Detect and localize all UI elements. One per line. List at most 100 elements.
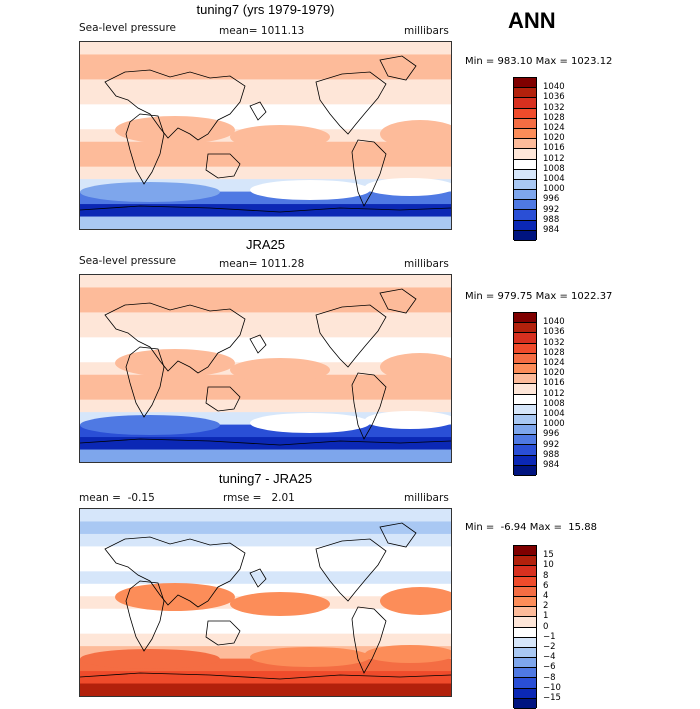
lat-band-1 (80, 54, 451, 68)
lat-band-4 (80, 324, 451, 338)
panel-3-map (79, 508, 452, 697)
lat-band-3 (80, 546, 451, 560)
colorbar-swatch (514, 668, 536, 679)
colorbar-level-label: 1008 (543, 398, 565, 409)
colorbar-swatch (514, 108, 536, 119)
colorbar-swatch (514, 647, 536, 659)
pressure-cell-5 (365, 411, 451, 429)
colorbar-level-label: −6 (543, 662, 556, 673)
colorbar-level-label: 996 (543, 194, 560, 205)
colorbar-swatch (514, 678, 536, 689)
colorbar-swatch (514, 190, 536, 201)
panel-1-mean-label: mean= 1011.13 (219, 25, 305, 37)
coastline-0 (104, 69, 246, 141)
colorbar-level-label: 996 (543, 429, 560, 440)
panel-2-colorbar (513, 312, 537, 476)
colorbar-swatch (514, 363, 536, 375)
colorbar-level-label: −1 (543, 631, 556, 642)
colorbar-swatch (514, 658, 536, 669)
lat-band-1 (80, 287, 451, 301)
colorbar-swatch (514, 343, 536, 354)
pressure-cell-5 (365, 645, 451, 663)
colorbar-swatch (514, 404, 536, 415)
colorbar-swatch (514, 627, 536, 638)
colorbar-level-label: −15 (543, 693, 561, 703)
colorbar-swatch (514, 556, 536, 567)
colorbar-swatch (514, 384, 536, 395)
colorbar-level-label: 1028 (543, 112, 565, 123)
lat-band-9 (80, 387, 451, 401)
coastline-5 (379, 522, 417, 548)
colorbar-level-label: 1020 (543, 368, 565, 379)
colorbar-level-label: 1020 (543, 133, 565, 144)
colorbar-level-label: 1008 (543, 163, 565, 174)
colorbar-level-label: 988 (543, 214, 560, 225)
colorbar-level-label: 1012 (543, 388, 565, 399)
pressure-cell-0 (115, 583, 235, 611)
coastline-2 (205, 153, 241, 179)
pressure-cell-1 (230, 358, 330, 382)
colorbar-swatch (514, 128, 536, 140)
pressure-cell-2 (380, 120, 451, 148)
colorbar-swatch (514, 333, 536, 344)
colorbar-swatch (514, 169, 536, 180)
panel-2-variable-label: Sea-level pressure (79, 255, 177, 267)
colorbar-level-label: 1000 (543, 184, 565, 195)
colorbar-swatch (514, 88, 536, 99)
colorbar-level-label: 1040 (543, 82, 565, 93)
lat-band-9 (80, 621, 451, 635)
colorbar-swatch (514, 586, 536, 597)
colorbar-level-label: 1012 (543, 153, 565, 164)
colorbar-swatch (514, 698, 536, 709)
lat-band-14 (80, 449, 451, 462)
lat-band-14 (80, 683, 451, 696)
colorbar-swatch (514, 323, 536, 334)
lat-band-3 (80, 79, 451, 93)
coastline-1 (125, 346, 165, 418)
pressure-cell-4 (250, 180, 370, 200)
colorbar-swatch (514, 414, 536, 426)
colorbar-level-label: 1004 (543, 409, 565, 419)
lat-band-2 (80, 299, 451, 313)
colorbar-level-label: 992 (543, 439, 560, 450)
colorbar-level-label: 6 (543, 580, 549, 591)
coastline-0 (104, 302, 246, 374)
colorbar-level-label: 1040 (543, 317, 565, 328)
colorbar-swatch (514, 353, 536, 364)
coastline-7 (80, 205, 451, 213)
pressure-cell-1 (230, 125, 330, 149)
lat-band-3 (80, 312, 451, 326)
lat-band-14 (80, 216, 451, 229)
colorbar-swatch (514, 576, 536, 587)
lat-band-0 (80, 275, 451, 289)
coastline-7 (80, 438, 451, 446)
coastline-5 (379, 288, 417, 314)
panel-2-units-label: millibars (404, 258, 449, 270)
lat-band-10 (80, 633, 451, 647)
colorbar-swatch (514, 596, 536, 608)
colorbar-swatch (514, 179, 536, 191)
colorbar-level-label: 0 (543, 621, 549, 632)
pressure-cell-3 (80, 415, 220, 435)
pressure-cell-2 (380, 587, 451, 615)
colorbar-swatch (514, 425, 536, 436)
panel-1-variable-label: Sea-level pressure (79, 22, 177, 34)
colorbar-level-label: 988 (543, 449, 560, 460)
colorbar-swatch (514, 118, 536, 129)
colorbar-swatch (514, 566, 536, 577)
colorbar-swatch (514, 445, 536, 456)
coastline-3 (315, 71, 387, 135)
pressure-cell-3 (80, 649, 220, 669)
colorbar-level-label: 1016 (543, 378, 565, 389)
panel-2-title: JRA25 (245, 237, 286, 252)
colorbar-swatch (514, 200, 536, 211)
colorbar-level-label: 1000 (543, 419, 565, 430)
colorbar-swatch (514, 220, 536, 231)
colorbar-level-label: 984 (543, 460, 560, 470)
coastline-4 (351, 372, 387, 440)
colorbar-level-label: 984 (543, 225, 560, 235)
panel-3-colorbar (513, 545, 537, 709)
colorbar-level-label: 15 (543, 550, 554, 561)
colorbar-level-label: 1004 (543, 174, 565, 184)
season-label: ANN (508, 8, 556, 33)
